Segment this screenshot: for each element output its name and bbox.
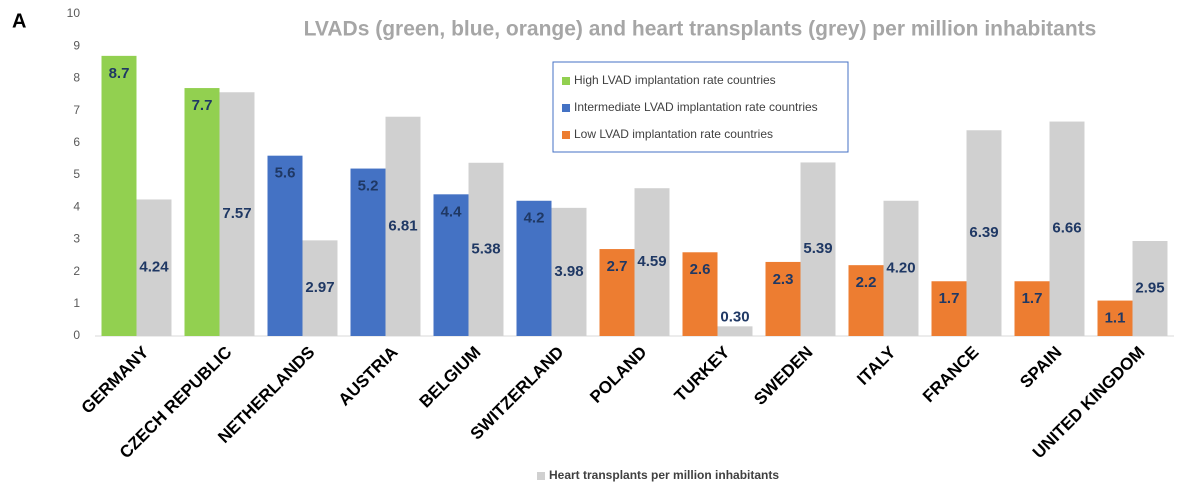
data-label: 2.6 bbox=[690, 261, 711, 278]
y-tick-label: 3 bbox=[73, 232, 80, 246]
y-tick-label: 5 bbox=[73, 167, 80, 181]
x-tick-label: GERMANY bbox=[78, 342, 153, 417]
data-label: 3.98 bbox=[554, 263, 583, 280]
bar bbox=[1097, 300, 1133, 336]
panel-label: A bbox=[12, 10, 26, 32]
data-label: 7.57 bbox=[222, 205, 251, 222]
data-label: 2.95 bbox=[1135, 279, 1164, 296]
y-tick-label: 6 bbox=[73, 135, 80, 149]
y-tick-label: 0 bbox=[73, 328, 80, 342]
x-tick-label: FRANCE bbox=[919, 343, 983, 407]
data-label: 1.1 bbox=[1105, 310, 1126, 327]
data-label: 4.24 bbox=[139, 259, 169, 276]
bar bbox=[599, 249, 635, 336]
legend-swatch bbox=[562, 77, 570, 85]
legend-swatch bbox=[562, 104, 570, 112]
data-label: 2.7 bbox=[607, 258, 628, 275]
bar bbox=[516, 200, 552, 336]
y-tick-label: 10 bbox=[67, 6, 81, 20]
bar bbox=[551, 207, 587, 336]
data-label: 1.7 bbox=[1022, 290, 1043, 307]
x-tick-label: SPAIN bbox=[1016, 343, 1065, 392]
bar bbox=[350, 168, 386, 336]
x-tick-label: BELGIUM bbox=[416, 343, 485, 412]
data-label: 2.2 bbox=[856, 274, 877, 291]
bar bbox=[385, 116, 421, 336]
bar bbox=[302, 240, 338, 336]
y-tick-label: 9 bbox=[73, 38, 80, 52]
x-tick-label: SWEDEN bbox=[750, 343, 816, 409]
bar bbox=[634, 188, 670, 336]
legend-label: Low LVAD implantation rate countries bbox=[574, 127, 773, 141]
data-label: 4.20 bbox=[886, 259, 915, 276]
data-label: 2.97 bbox=[305, 279, 334, 296]
bar bbox=[883, 200, 919, 336]
legend-label: Intermediate LVAD implantation rate coun… bbox=[574, 100, 818, 114]
legend-label: High LVAD implantation rate countries bbox=[574, 73, 776, 87]
bar bbox=[800, 162, 836, 336]
legend-swatch bbox=[562, 131, 570, 139]
y-tick-label: 7 bbox=[73, 103, 80, 117]
data-label: 4.2 bbox=[524, 210, 545, 227]
bar bbox=[468, 162, 504, 336]
bar bbox=[1049, 121, 1085, 336]
data-label: 5.2 bbox=[358, 178, 379, 195]
chart-title: LVADs (green, blue, orange) and heart tr… bbox=[304, 18, 1097, 41]
data-label: 0.30 bbox=[720, 308, 749, 325]
y-tick-label: 8 bbox=[73, 71, 80, 85]
data-label: 5.38 bbox=[471, 240, 500, 257]
y-tick-label: 4 bbox=[73, 199, 80, 213]
x-tick-label: TURKEY bbox=[671, 342, 734, 405]
bar bbox=[848, 265, 884, 336]
legend-box bbox=[552, 61, 849, 153]
bar bbox=[433, 194, 469, 336]
bar bbox=[184, 88, 220, 336]
data-label: 2.3 bbox=[773, 271, 794, 288]
data-label: 5.39 bbox=[803, 240, 832, 257]
data-label: 5.6 bbox=[275, 165, 296, 182]
legend-swatch bbox=[537, 472, 545, 480]
legend-label: Heart transplants per million inhabitant… bbox=[549, 468, 779, 482]
data-label: 1.7 bbox=[939, 290, 960, 307]
bar bbox=[966, 130, 1002, 336]
x-tick-label: ITALY bbox=[853, 342, 900, 389]
bar bbox=[931, 281, 967, 336]
data-label: 6.66 bbox=[1052, 220, 1081, 237]
bar bbox=[1014, 281, 1050, 336]
bar bbox=[219, 92, 255, 336]
bar bbox=[136, 199, 172, 336]
bar bbox=[1132, 241, 1168, 336]
data-label: 4.4 bbox=[441, 203, 463, 220]
data-label: 7.7 bbox=[192, 97, 213, 114]
data-label: 4.59 bbox=[637, 253, 666, 270]
bar bbox=[682, 252, 718, 336]
data-label: 6.39 bbox=[969, 224, 998, 241]
bar bbox=[717, 326, 753, 336]
data-label: 8.7 bbox=[109, 65, 130, 82]
y-tick-label: 1 bbox=[73, 296, 80, 310]
bar bbox=[101, 55, 137, 337]
x-tick-label: AUSTRIA bbox=[335, 343, 402, 410]
x-tick-label: POLAND bbox=[586, 343, 650, 407]
bar bbox=[765, 261, 801, 336]
y-tick-label: 2 bbox=[73, 264, 80, 278]
data-label: 6.81 bbox=[388, 217, 417, 234]
bar bbox=[267, 155, 303, 336]
